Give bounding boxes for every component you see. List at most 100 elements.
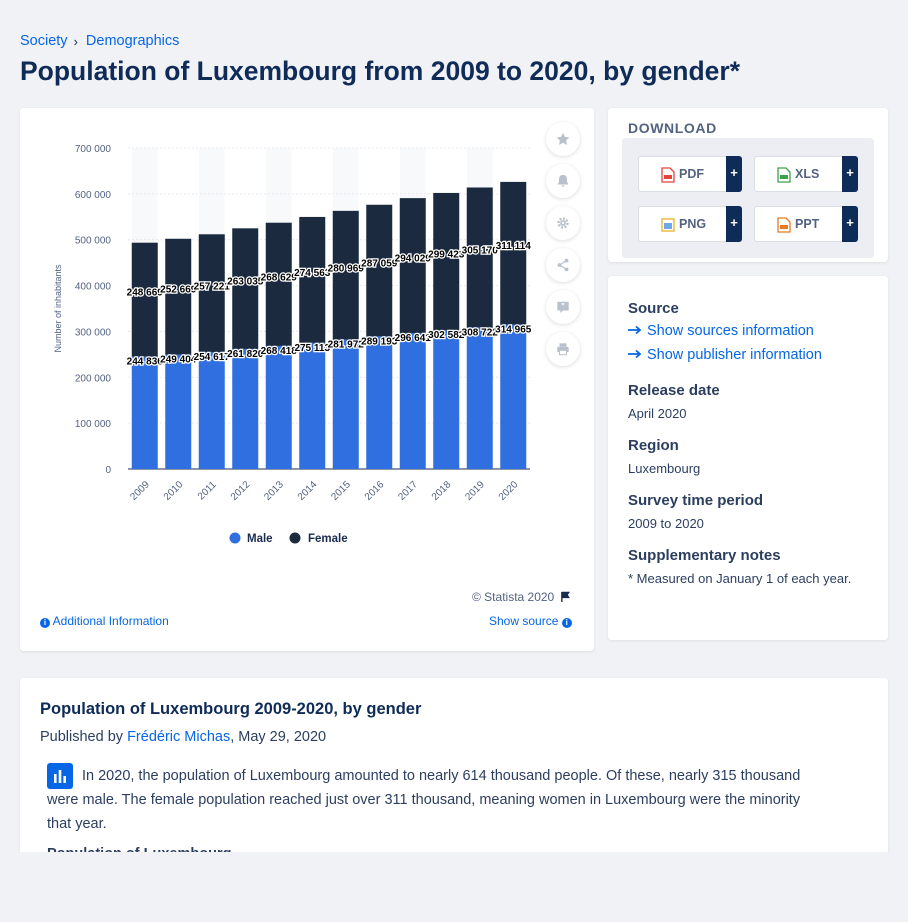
additional-information-label: Additional Information [52,614,169,628]
bar-female [232,228,259,349]
bar-male [131,356,158,469]
data-label-female: 294 029 [395,254,432,265]
download-pdf-button[interactable]: PDF + [638,156,742,192]
cite-button[interactable]: " [546,290,580,324]
x-tick-label: 2019 [463,479,487,503]
y-tick-label: 0 [105,465,111,476]
bar-male [265,345,292,469]
x-tick-label: 2016 [363,479,387,503]
data-label-male: 261 820 [227,349,264,360]
data-label-male: 254 617 [194,352,231,363]
region-heading: Region [628,437,679,454]
source-section: Source Show sources information Show pub… [628,300,822,367]
download-title: DOWNLOAD [628,120,717,136]
release-date-value: April 2020 [628,406,687,421]
x-tick-label: 2012 [229,479,253,503]
data-label-male: 281 972 [328,340,365,351]
copyright-text: © Statista 2020 [472,590,555,604]
x-tick-label: 2009 [128,479,152,503]
data-label-male: 244 836 [127,357,164,368]
data-label-female: 305 170 [462,245,499,256]
download-ppt-label: PPT [795,217,820,231]
region-value: Luxembourg [628,461,701,476]
breadcrumb: Society › Demographics [20,33,179,49]
notification-button[interactable] [546,164,580,198]
x-tick-label: 2018 [430,479,454,503]
data-label-female: 311 114 [496,241,531,252]
x-tick-label: 2014 [296,479,320,503]
data-label-male: 308 722 [462,327,499,338]
data-label-female: 299 423 [428,250,465,261]
bar-male [466,327,493,469]
x-tick-label: 2015 [329,479,353,503]
ppt-file-icon [777,217,791,233]
star-icon [556,132,570,145]
data-label-male: 296 641 [395,333,432,344]
show-sources-link[interactable]: Show sources information [628,319,822,343]
data-label-female: 257 221 [194,281,231,292]
add-ppt-plus-icon[interactable]: + [842,206,858,242]
show-sources-label: Show sources information [647,323,814,339]
add-png-plus-icon[interactable]: + [726,206,742,242]
flag-icon[interactable] [560,591,571,602]
download-png-button[interactable]: PNG + [638,206,742,242]
x-tick-label: 2020 [497,479,521,503]
gear-icon [557,217,569,229]
y-tick-label: 600 000 [75,190,112,201]
download-panel: PDF + XLS + PNG + PPT + [622,138,874,258]
x-tick-label: 2010 [162,479,186,503]
y-tick-label: 200 000 [75,373,112,384]
author-link[interactable]: Frédéric Michas [127,729,231,745]
print-button[interactable] [546,332,580,366]
download-ppt-button[interactable]: PPT + [754,206,858,242]
bar-female [332,210,359,340]
supplementary-notes-heading: Supplementary notes [628,547,781,564]
show-publisher-link[interactable]: Show publisher information [628,343,822,367]
share-icon [557,258,569,272]
download-xls-label: XLS [795,167,820,181]
arrow-right-icon [628,349,642,359]
published-by: Published by Frédéric Michas, May 29, 20… [40,729,326,745]
supplementary-notes-value: * Measured on January 1 of each year. [628,571,852,586]
bar-female [433,192,460,331]
additional-information-link[interactable]: i Additional Information [40,614,169,628]
stacked-bar-chart: 0 100 000 200 000 300 000 400 000 500 000 600 … [53,144,533,545]
legend-female-label: Female [308,533,348,545]
data-label-male: 314 965 [495,325,532,336]
printer-icon [557,343,569,356]
add-xls-plus-icon[interactable]: + [842,156,858,192]
info-icon: i [40,618,50,628]
favorite-star-button[interactable] [546,122,580,156]
survey-period-value: 2009 to 2020 [628,516,704,531]
supplementary-notes-section: Supplementary notes * Measured on Januar… [628,547,858,589]
bar-female [466,187,493,328]
show-source-link[interactable]: Show source i [489,614,572,628]
published-date: , May 29, 2020 [230,729,327,745]
settings-button[interactable] [546,206,580,240]
data-label-male: 249 404 [160,355,197,366]
x-tick-label: 2017 [396,479,420,503]
data-label-female: 248 669 [127,288,164,299]
png-file-icon [661,218,675,232]
share-button[interactable] [546,248,580,282]
bar-male [500,324,527,469]
download-xls-button[interactable]: XLS + [754,156,858,192]
quote-icon: " [557,301,569,314]
data-label-female: 280 969 [328,263,365,274]
bar-female [500,181,527,325]
breadcrumb-society[interactable]: Society [20,33,68,49]
legend-female-swatch [289,532,301,544]
published-prefix: Published by [40,729,124,745]
breadcrumb-demographics[interactable]: Demographics [85,33,180,49]
add-pdf-plus-icon[interactable]: + [726,156,742,192]
legend-male-label: Male [247,533,273,545]
bottom-band [0,852,908,922]
page-title: Population of Luxembourg from 2009 to 20… [20,56,741,86]
xls-file-icon [777,167,791,183]
bar-male [433,330,460,469]
svg-text:": " [561,302,565,311]
bar-male [232,348,259,469]
download-card: DOWNLOAD PDF + XLS + PNG + PPT + [608,108,888,262]
bar-male [165,354,192,469]
x-tick-label: 2011 [196,479,219,502]
